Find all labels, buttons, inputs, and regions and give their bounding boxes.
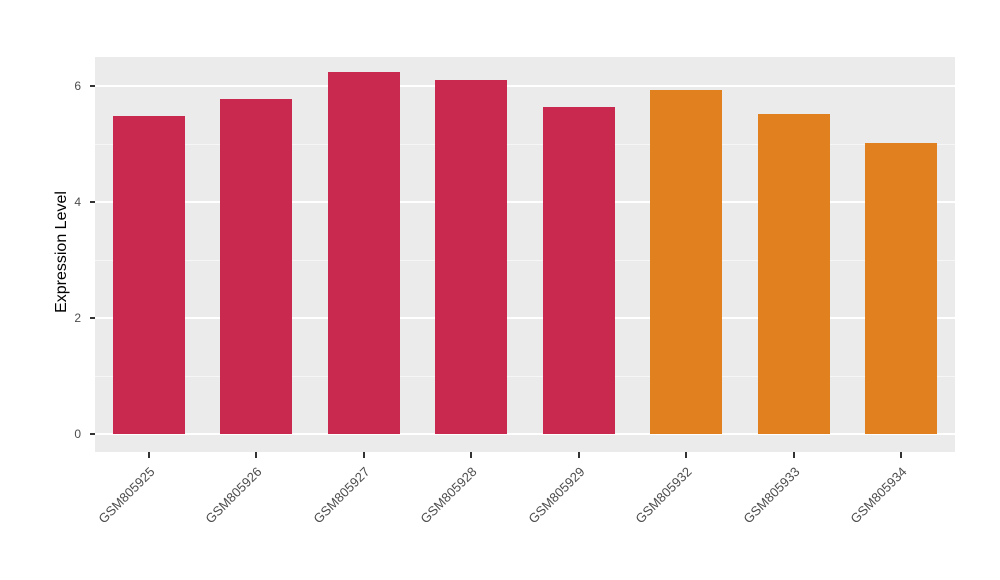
- bar: [327, 71, 400, 434]
- gridline-major: [95, 317, 955, 319]
- bar: [865, 142, 938, 434]
- y-tick-label: 6: [74, 79, 81, 93]
- bar: [220, 98, 293, 434]
- gridline-minor: [95, 144, 955, 145]
- bar: [650, 90, 723, 434]
- x-tick-mark: [577, 452, 580, 458]
- gridline-minor: [95, 260, 955, 261]
- x-tick-label: GSM805933: [740, 464, 803, 527]
- x-tick-label: GSM805926: [202, 464, 265, 527]
- y-tick-label: 0: [74, 427, 81, 441]
- y-tick-label: 4: [74, 195, 81, 209]
- y-tick-label: 2: [74, 311, 81, 325]
- bar: [435, 79, 508, 434]
- x-tick-label: GSM805934: [847, 464, 910, 527]
- y-tick-mark: [90, 317, 95, 319]
- x-tick-mark: [470, 452, 473, 458]
- y-tick-mark: [90, 433, 95, 435]
- x-tick-label: GSM805927: [310, 464, 373, 527]
- bar: [542, 107, 615, 434]
- x-tick-mark: [685, 452, 688, 458]
- x-tick-label: GSM805928: [417, 464, 480, 527]
- gridline-major: [95, 201, 955, 203]
- plot-panel: [95, 57, 955, 452]
- x-tick-label: GSM805932: [632, 464, 695, 527]
- bar: [112, 116, 185, 434]
- gridline-major: [95, 433, 955, 435]
- gridline-minor: [95, 376, 955, 377]
- x-tick-label: GSM805925: [95, 464, 158, 527]
- y-tick-mark: [90, 201, 95, 203]
- y-tick-mark: [90, 85, 95, 87]
- x-tick-mark: [255, 452, 258, 458]
- bar: [757, 113, 830, 434]
- x-tick-label: GSM805929: [525, 464, 588, 527]
- x-tick-mark: [900, 452, 903, 458]
- x-tick-mark: [792, 452, 795, 458]
- x-tick-mark: [147, 452, 150, 458]
- gridline-major: [95, 85, 955, 87]
- x-tick-mark: [362, 452, 365, 458]
